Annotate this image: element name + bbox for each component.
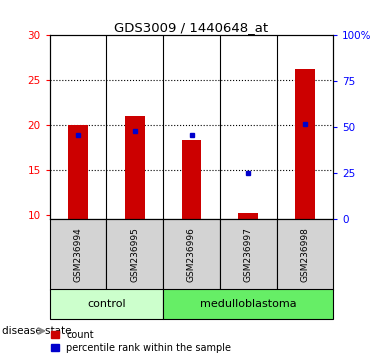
Text: medulloblastoma: medulloblastoma: [200, 298, 296, 309]
Bar: [238, 213, 258, 219]
Bar: [50, 289, 163, 319]
Bar: [125, 116, 145, 219]
Bar: [220, 219, 277, 290]
Bar: [182, 141, 201, 219]
Bar: [277, 219, 333, 290]
Text: disease state: disease state: [2, 326, 71, 336]
Bar: [163, 289, 333, 319]
Bar: [50, 219, 106, 290]
Bar: [163, 219, 220, 290]
Bar: [295, 69, 315, 219]
Bar: [68, 125, 88, 219]
Text: GSM236997: GSM236997: [244, 227, 253, 282]
Bar: [106, 219, 163, 290]
Text: GSM236995: GSM236995: [130, 227, 139, 282]
Text: control: control: [87, 298, 126, 309]
Title: GDS3009 / 1440648_at: GDS3009 / 1440648_at: [115, 21, 268, 34]
Text: GSM236998: GSM236998: [300, 227, 309, 282]
Legend: count, percentile rank within the sample: count, percentile rank within the sample: [51, 330, 231, 353]
Text: GSM236994: GSM236994: [74, 228, 83, 282]
Text: GSM236996: GSM236996: [187, 227, 196, 282]
